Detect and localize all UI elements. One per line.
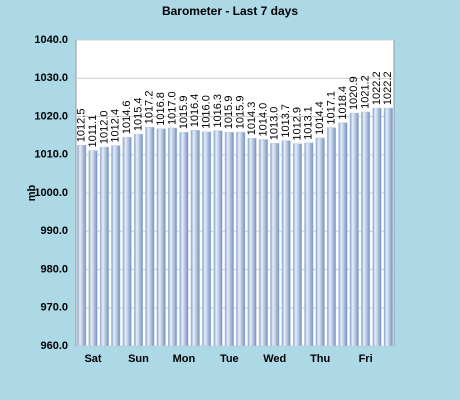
value-label: 1020.9 xyxy=(348,76,360,110)
value-label: 1013.1 xyxy=(303,106,315,140)
bar xyxy=(349,112,359,347)
value-label: 1015.9 xyxy=(223,96,235,130)
x-tick-label: Tue xyxy=(220,353,239,365)
bar xyxy=(281,140,291,347)
bar xyxy=(304,142,314,347)
value-label: 1022.2 xyxy=(371,71,383,105)
y-tick-label: 1000.0 xyxy=(34,187,68,199)
bar xyxy=(190,130,200,347)
value-label: 1015.9 xyxy=(178,96,190,130)
bar xyxy=(292,143,303,347)
x-tick-label: Wed xyxy=(263,353,286,365)
value-label: 1014.3 xyxy=(246,102,258,136)
y-tick-label: 1040.0 xyxy=(34,34,68,46)
value-label: 1011.1 xyxy=(87,115,99,148)
bar xyxy=(77,144,87,347)
bar xyxy=(156,128,166,347)
bar xyxy=(88,150,98,347)
value-label: 1014.0 xyxy=(257,103,269,137)
y-tick-label: 960.0 xyxy=(40,340,68,352)
value-label: 1016.3 xyxy=(212,94,224,128)
bar xyxy=(315,137,325,347)
value-label: 1014.6 xyxy=(121,100,133,134)
value-label: 1012.5 xyxy=(76,109,88,143)
x-tick-label: Fri xyxy=(359,353,373,365)
value-label: 1017.1 xyxy=(325,91,337,125)
y-tick-label: 1010.0 xyxy=(34,149,68,161)
x-tick-label: Thu xyxy=(310,353,330,365)
y-tick-label: 980.0 xyxy=(40,263,68,275)
value-label: 1012.4 xyxy=(110,109,122,143)
bar xyxy=(247,138,257,347)
bar xyxy=(202,131,212,347)
value-label: 1016.8 xyxy=(155,92,167,126)
y-tick-label: 990.0 xyxy=(40,225,68,237)
value-label: 1017.0 xyxy=(166,91,178,125)
chart-title: Barometer - Last 7 days xyxy=(162,4,298,18)
bar xyxy=(145,126,155,347)
bar xyxy=(236,131,246,347)
value-label: 1013.0 xyxy=(269,107,281,141)
value-label: 1021.2 xyxy=(360,75,372,109)
bar xyxy=(258,139,268,347)
value-label: 1015.4 xyxy=(132,97,144,131)
bar xyxy=(383,107,393,347)
bar xyxy=(99,146,109,347)
value-label: 1012.9 xyxy=(291,107,303,141)
bar xyxy=(224,131,234,347)
y-tick-label: 1020.0 xyxy=(34,110,68,122)
y-axis-label: mb xyxy=(26,184,38,201)
x-tick-label: Mon xyxy=(173,353,196,365)
value-label: 1022.2 xyxy=(382,71,394,105)
value-label: 1013.7 xyxy=(280,104,292,138)
bar xyxy=(122,136,132,347)
bar xyxy=(133,133,144,347)
bar xyxy=(111,145,121,347)
value-label: 1017.2 xyxy=(144,91,156,125)
bar xyxy=(179,131,189,347)
bar xyxy=(338,122,348,347)
value-label: 1012.0 xyxy=(98,110,110,144)
value-label: 1018.4 xyxy=(337,86,349,120)
bar xyxy=(270,143,280,347)
bar xyxy=(372,107,382,347)
bar xyxy=(213,130,223,347)
value-label: 1015.9 xyxy=(235,96,247,130)
x-tick-label: Sun xyxy=(128,353,149,365)
value-label: 1014.4 xyxy=(314,101,326,135)
bar xyxy=(167,127,178,347)
value-label: 1016.4 xyxy=(189,94,201,128)
y-tick-label: 970.0 xyxy=(40,302,68,314)
bar xyxy=(361,111,371,347)
y-tick-label: 1030.0 xyxy=(34,72,68,84)
value-label: 1016.0 xyxy=(201,95,213,129)
x-tick-label: Sat xyxy=(84,353,101,365)
bar xyxy=(326,127,337,347)
